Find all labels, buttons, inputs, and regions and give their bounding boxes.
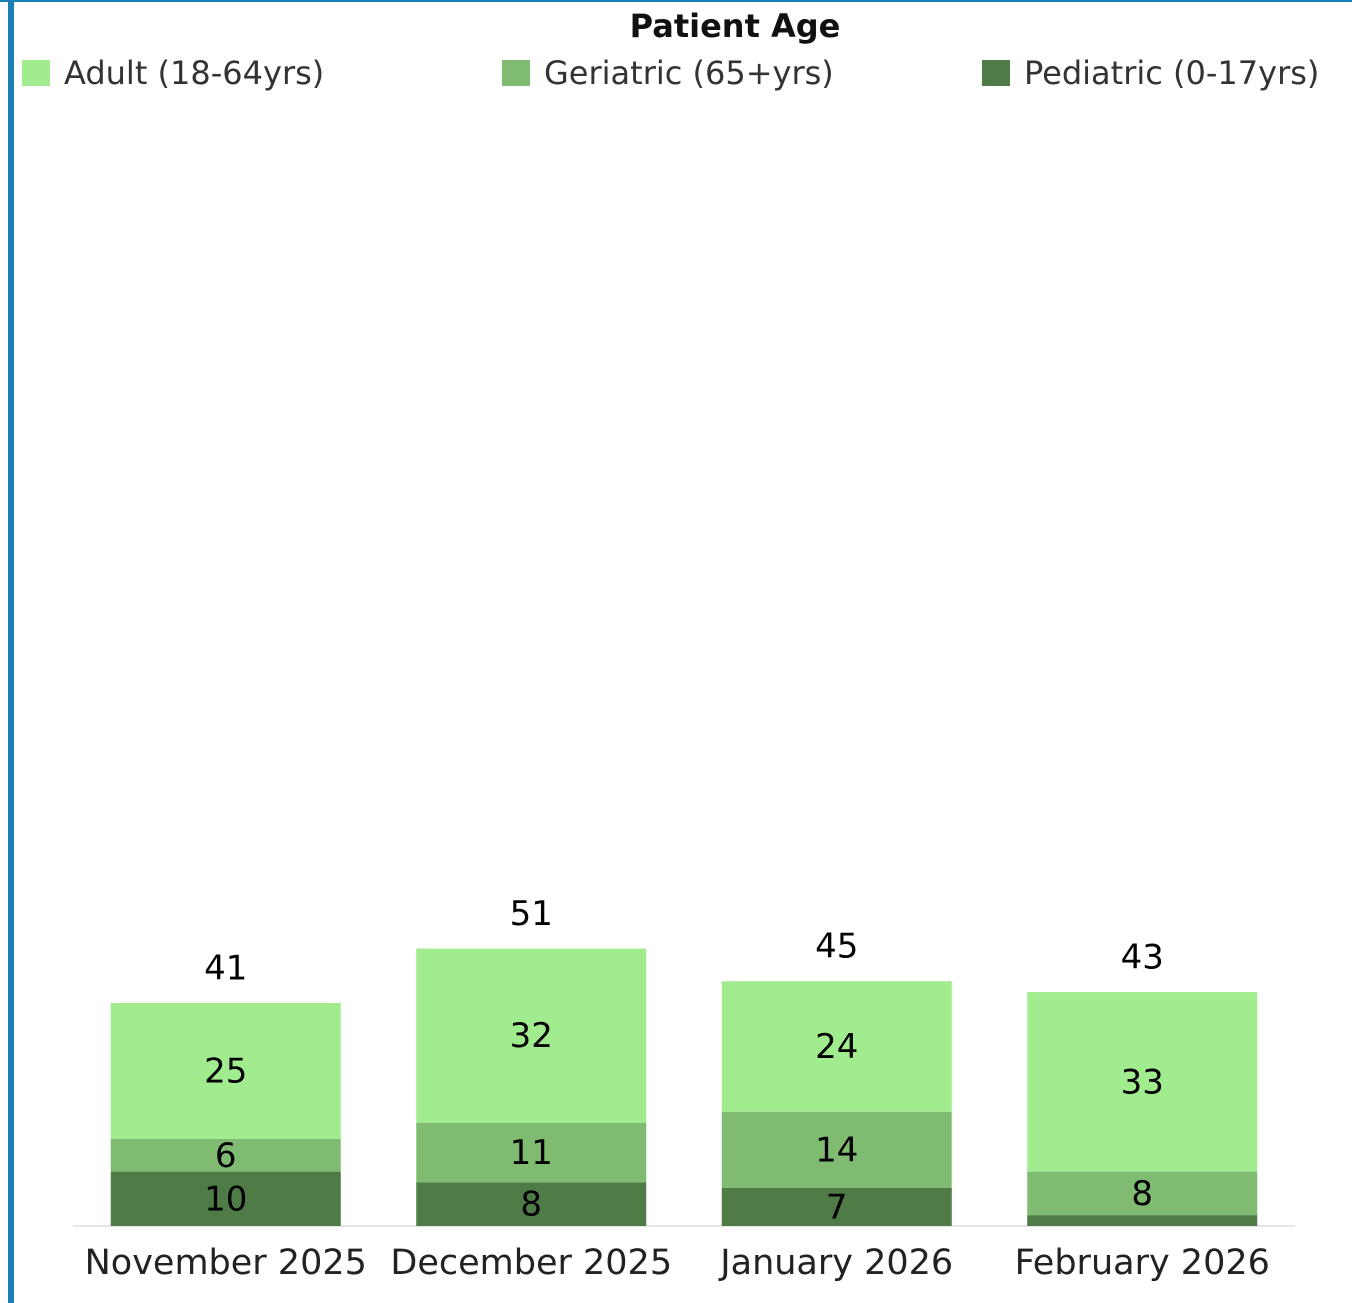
legend-swatch [22, 60, 50, 86]
data-label: 11 [510, 1133, 553, 1173]
legend-label: Pediatric (0-17yrs) [1024, 54, 1319, 92]
x-tick-label: November 2025 [85, 1243, 367, 1283]
data-label: 33 [1121, 1062, 1164, 1102]
x-tick-label: January 2026 [718, 1243, 953, 1283]
legend-swatch [502, 60, 530, 86]
total-label: 51 [510, 894, 553, 934]
bar-segment [1027, 992, 1258, 1172]
data-label: 24 [815, 1027, 858, 1067]
data-label: 32 [510, 1016, 553, 1056]
legend-label: Geriatric (65+yrs) [544, 54, 834, 92]
total-label: 41 [204, 948, 247, 988]
x-tick-label: February 2026 [1015, 1243, 1270, 1283]
total-label: 43 [1121, 938, 1164, 978]
total-label: 45 [815, 927, 858, 967]
x-tick-label: December 2025 [390, 1243, 672, 1283]
data-label: 7 [826, 1187, 848, 1227]
top-border [0, 0, 1352, 2]
data-label: 8 [520, 1185, 542, 1225]
bar-segment [1027, 1171, 1258, 1216]
data-label: 10 [204, 1179, 247, 1219]
bar-segment [110, 1138, 341, 1172]
legend-swatch [982, 60, 1010, 86]
bar-segment [721, 1111, 952, 1188]
bar-segment [110, 1171, 341, 1226]
data-label: 8 [1131, 1174, 1153, 1214]
bar-segment [416, 948, 647, 1123]
bar-segment [1027, 1215, 1258, 1226]
bar-segment [110, 1002, 341, 1139]
bar-segment [721, 981, 952, 1112]
left-border [8, 0, 14, 1303]
chart-title: Patient Age [630, 7, 841, 45]
bar-segment [416, 1182, 647, 1226]
data-label: 14 [815, 1130, 858, 1170]
bar-segment [416, 1122, 647, 1183]
data-label: 25 [204, 1051, 247, 1091]
bar-segment [721, 1187, 952, 1226]
legend-label: Adult (18-64yrs) [64, 54, 324, 92]
data-label: 6 [215, 1136, 237, 1176]
